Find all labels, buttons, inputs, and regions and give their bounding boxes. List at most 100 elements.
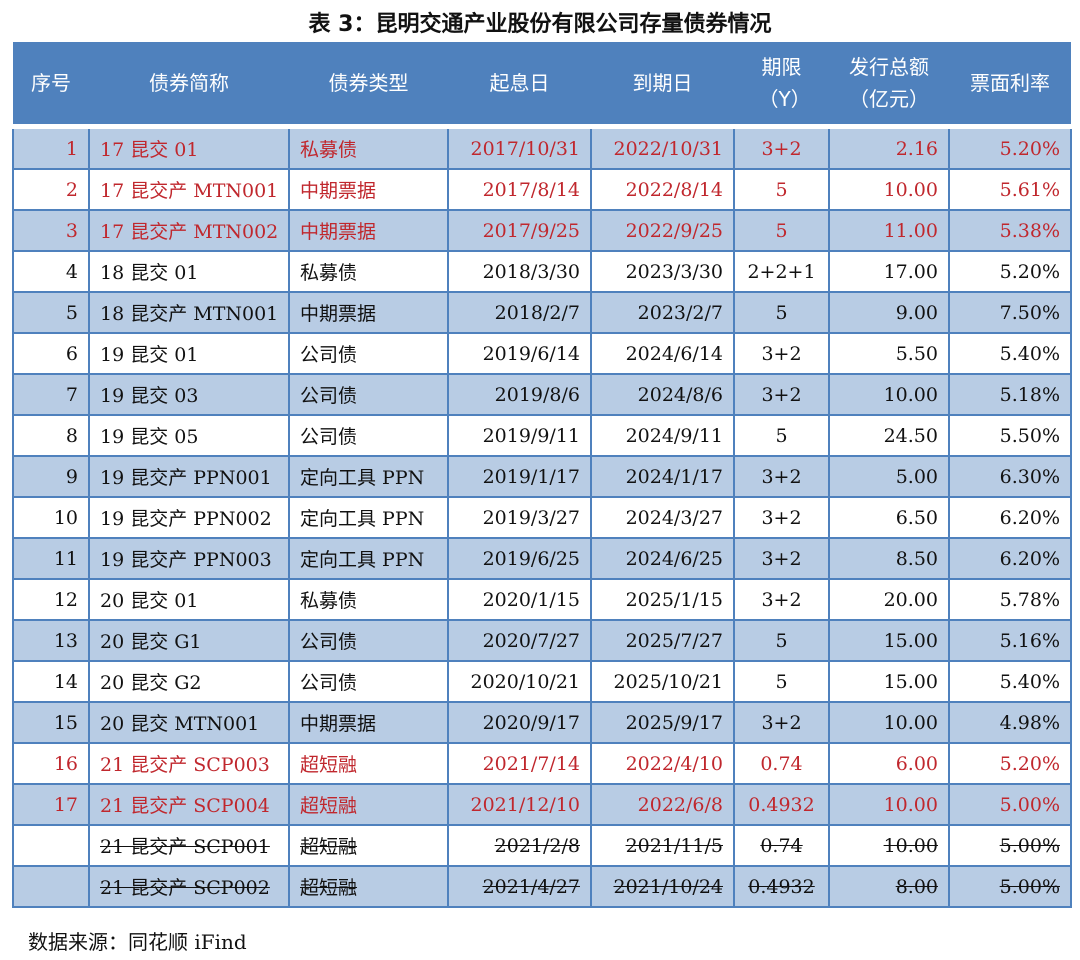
table-row: 10 19 昆交产 PPN002 定向工具 PPN 2019/3/27 2024/3/2… bbox=[12, 496, 1072, 539]
cell-text: 2018/3/30 bbox=[482, 260, 580, 283]
cell-text: 公司债 bbox=[300, 385, 358, 407]
cell-text: 15.00 bbox=[883, 670, 938, 693]
cell-maturity-date: 2025/1/15 bbox=[590, 578, 735, 621]
table-row: 15 20 昆交 MTN001 中期票据 2020/9/17 2025/9/17 3+2 1… bbox=[12, 701, 1072, 744]
cell-text: 私募债 bbox=[300, 139, 358, 161]
cell-maturity-date: 2025/7/27 bbox=[590, 619, 735, 662]
cell-issue-amount: 15.00 bbox=[828, 660, 950, 703]
cell-index: 11 bbox=[12, 537, 90, 580]
cell-index: 7 bbox=[12, 373, 90, 416]
cell-maturity-date: 2022/10/31 bbox=[590, 125, 735, 170]
cell-coupon-rate: 5.20% bbox=[948, 250, 1072, 293]
cell-text: 21 昆交产 SCP002 bbox=[100, 877, 270, 899]
cell-issue-amount: 20.00 bbox=[828, 578, 950, 621]
cell-text: 公司债 bbox=[300, 631, 358, 653]
cell-text: 定向工具 PPN bbox=[300, 508, 425, 530]
cell-issue-amount: 24.50 bbox=[828, 414, 950, 457]
cell-text: 2021/2/8 bbox=[494, 834, 580, 857]
cell-issue-amount: 6.00 bbox=[828, 742, 950, 785]
cell-text: 公司债 bbox=[300, 426, 358, 448]
cell-coupon-rate: 5.18% bbox=[948, 373, 1072, 416]
cell-text: 0.4932 bbox=[748, 875, 815, 898]
cell-term: 3+2 bbox=[733, 537, 830, 580]
cell-coupon-rate: 5.40% bbox=[948, 332, 1072, 375]
cell-text: 定向工具 PPN bbox=[300, 467, 425, 489]
cell-text: 2022/4/10 bbox=[625, 752, 723, 775]
cell-text: 13 bbox=[53, 629, 78, 652]
cell-text: 10.00 bbox=[883, 711, 938, 734]
cell-bond-name: 20 昆交 MTN001 bbox=[88, 701, 290, 744]
cell-text: 6.20% bbox=[999, 506, 1060, 529]
cell-issue-amount: 10.00 bbox=[828, 373, 950, 416]
cell-text: 20 昆交 MTN001 bbox=[100, 713, 260, 735]
cell-index: 5 bbox=[12, 291, 90, 334]
cell-text: 公司债 bbox=[300, 344, 358, 366]
cell-text: 5.20% bbox=[999, 260, 1060, 283]
cell-bond-name: 19 昆交产 PPN003 bbox=[88, 537, 290, 580]
cell-text: 5 bbox=[775, 424, 788, 447]
header-text: 起息日 bbox=[489, 71, 550, 95]
cell-bond-type: 定向工具 PPN bbox=[288, 455, 449, 498]
cell-index: 13 bbox=[12, 619, 90, 662]
cell-text: 超短融 bbox=[300, 836, 358, 858]
cell-term: 3+2 bbox=[733, 701, 830, 744]
cell-maturity-date: 2025/9/17 bbox=[590, 701, 735, 744]
cell-bond-name: 19 昆交产 PPN002 bbox=[88, 496, 290, 539]
cell-text: 17.00 bbox=[883, 260, 938, 283]
cell-text: 5 bbox=[775, 219, 788, 242]
cell-text: 私募债 bbox=[300, 590, 358, 612]
header-index: 序号 bbox=[13, 42, 89, 129]
cell-bond-type: 定向工具 PPN bbox=[288, 496, 449, 539]
cell-text: 8 bbox=[65, 424, 78, 447]
cell-text: 超短融 bbox=[300, 795, 358, 817]
cell-text: 中期票据 bbox=[300, 713, 377, 735]
cell-index: 14 bbox=[12, 660, 90, 703]
cell-bond-type: 公司债 bbox=[288, 373, 449, 416]
cell-maturity-date: 2022/4/10 bbox=[590, 742, 735, 785]
cell-index: 9 bbox=[12, 455, 90, 498]
cell-text: 2025/1/15 bbox=[625, 588, 723, 611]
cell-start-date: 2017/10/31 bbox=[447, 125, 592, 170]
cell-text: 2017/9/25 bbox=[482, 219, 580, 242]
cell-text: 4 bbox=[65, 260, 78, 283]
cell-text: 中期票据 bbox=[300, 303, 377, 325]
cell-text: 21 昆交产 SCP001 bbox=[100, 836, 270, 858]
cell-coupon-rate: 6.20% bbox=[948, 537, 1072, 580]
cell-text: 2020/9/17 bbox=[482, 711, 580, 734]
cell-text: 20.00 bbox=[883, 588, 938, 611]
cell-text: 定向工具 PPN bbox=[300, 549, 425, 571]
bond-table: 序号 债券简称 债券类型 起息日 到期日 期限（Y） 发行总额（亿元） 票面利率 1 17 昆交… bbox=[12, 42, 1072, 908]
cell-bond-type: 公司债 bbox=[288, 619, 449, 662]
cell-text: 2024/6/14 bbox=[625, 342, 723, 365]
cell-text: 5.38% bbox=[999, 219, 1060, 242]
cell-start-date: 2018/2/7 bbox=[447, 291, 592, 334]
cell-bond-name: 18 昆交产 MTN001 bbox=[88, 291, 290, 334]
cell-term: 5 bbox=[733, 619, 830, 662]
cell-maturity-date: 2023/2/7 bbox=[590, 291, 735, 334]
cell-text: 17 bbox=[53, 793, 78, 816]
cell-issue-amount: 10.00 bbox=[828, 168, 950, 211]
cell-text: 2022/8/14 bbox=[625, 178, 723, 201]
cell-start-date: 2019/9/11 bbox=[447, 414, 592, 457]
cell-text: 10.00 bbox=[883, 834, 938, 857]
cell-index bbox=[12, 824, 90, 867]
cell-text: 5.50 bbox=[895, 342, 938, 365]
cell-text: 4.98% bbox=[999, 711, 1060, 734]
cell-term: 5 bbox=[733, 414, 830, 457]
cell-text: 9 bbox=[65, 465, 78, 488]
cell-text: 17 昆交 01 bbox=[100, 139, 199, 161]
cell-issue-amount: 6.50 bbox=[828, 496, 950, 539]
cell-text: 12 bbox=[53, 588, 78, 611]
cell-term: 0.4932 bbox=[733, 783, 830, 826]
header-text: 序号 bbox=[31, 71, 71, 95]
cell-text: 10.00 bbox=[883, 383, 938, 406]
cell-bond-type: 中期票据 bbox=[288, 291, 449, 334]
cell-text: 5.20% bbox=[999, 752, 1060, 775]
cell-term: 3+2 bbox=[733, 332, 830, 375]
cell-text: 5.00% bbox=[999, 834, 1060, 857]
cell-text: 19 昆交产 PPN001 bbox=[100, 467, 272, 489]
cell-text: 5.78% bbox=[999, 588, 1060, 611]
cell-coupon-rate: 6.20% bbox=[948, 496, 1072, 539]
cell-bond-type: 超短融 bbox=[288, 742, 449, 785]
header-start-date: 起息日 bbox=[448, 42, 591, 129]
